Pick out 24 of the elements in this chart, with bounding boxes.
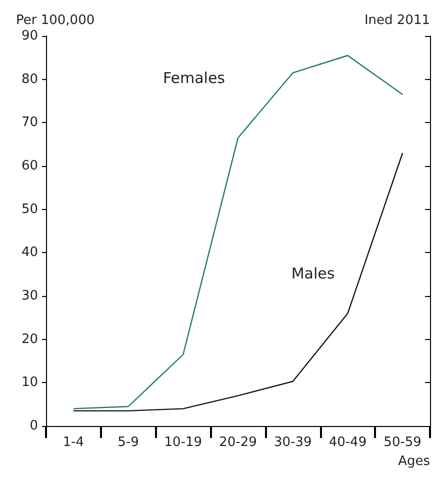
x-tick-label: 40-49 [328, 435, 367, 450]
line-series [72, 54, 404, 410]
x-axis-title: Ages [398, 454, 430, 469]
y-tick-label: 20 [21, 332, 38, 347]
y-tick-label: 60 [21, 158, 38, 174]
y-tick-label: 90 [21, 28, 38, 44]
x-tick-label: 1-4 [62, 435, 84, 450]
x-tick-label: 10-19 [164, 435, 202, 450]
y-tick-label: 50 [21, 202, 38, 217]
text: Ined 2011 [364, 13, 430, 28]
line-series [72, 152, 404, 412]
y-tick-label: 0 [30, 418, 38, 434]
x-tick-label: 50-59 [384, 435, 422, 450]
series-label: Males [291, 264, 335, 282]
y-tick-label: 80 [21, 72, 38, 87]
y-axis-title: Per 100,000 [16, 13, 95, 28]
text: Females [162, 68, 226, 87]
x-tick-label: 20-29 [219, 435, 257, 450]
y-tick-label: 40 [21, 245, 38, 260]
y-tick-label: 30 [21, 288, 38, 304]
y-tick-label: 10 [21, 375, 38, 390]
y-tick-label: 70 [21, 115, 38, 130]
x-tick-label: 30-39 [274, 435, 312, 450]
x-tick-label: 5-9 [118, 435, 139, 450]
